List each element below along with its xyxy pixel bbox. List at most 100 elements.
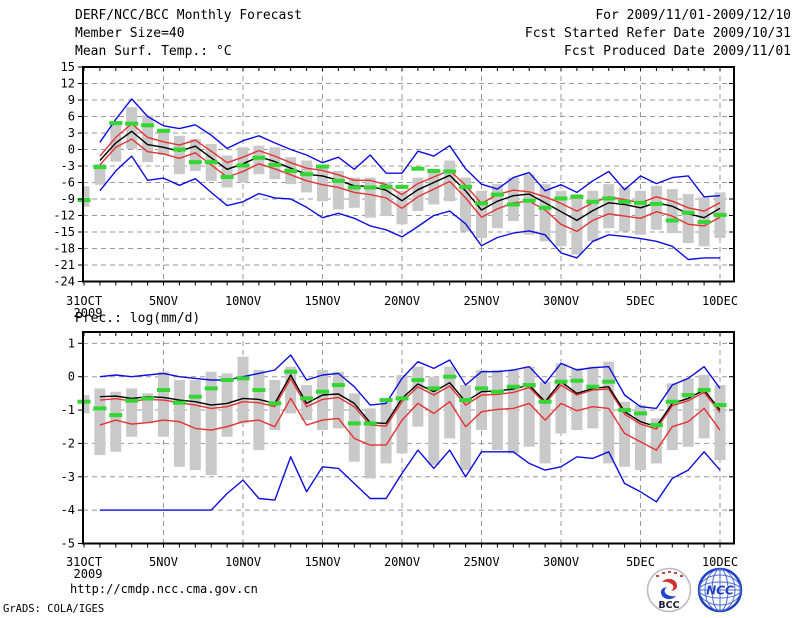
spread-bar xyxy=(428,170,440,205)
spread-bar xyxy=(603,361,615,464)
source-url: http://cmdp.ncc.cma.gov.cn xyxy=(70,582,258,596)
obs-dash xyxy=(284,369,298,374)
obs-dash xyxy=(602,196,616,201)
obs-dash xyxy=(141,123,155,128)
obs-dash xyxy=(188,394,202,399)
y-tick-label: 3 xyxy=(68,126,75,140)
mean-minus-std-line xyxy=(99,397,721,451)
y-tick-label: -12 xyxy=(53,209,75,223)
spread-bar xyxy=(460,385,472,471)
spread-bar xyxy=(666,383,678,451)
mean-minus-std-line xyxy=(99,138,721,233)
obs-dash xyxy=(141,396,155,401)
spread-bar xyxy=(412,366,424,427)
bcc-logo-character-arc xyxy=(656,571,683,577)
ensemble-min-line xyxy=(99,155,720,261)
y-tick-label: -5 xyxy=(61,537,75,551)
obs-dash xyxy=(570,194,584,199)
obs-dash xyxy=(586,199,600,204)
y-tick-label: -21 xyxy=(53,258,75,272)
obs-dash xyxy=(713,212,727,217)
spread-bar xyxy=(332,170,344,210)
spread-bar xyxy=(237,356,249,424)
y-tick-label: -1 xyxy=(61,403,75,417)
obs-dash xyxy=(125,398,139,403)
spread-bar xyxy=(666,189,678,234)
spread-bar xyxy=(682,194,694,243)
obs-dash xyxy=(697,388,711,393)
x-tick-label: 10DEC xyxy=(702,294,738,308)
spread-bar xyxy=(83,395,90,414)
spread-bar xyxy=(332,371,344,429)
spread-bar xyxy=(221,373,233,437)
spread-bar xyxy=(507,177,519,221)
x-tick-label: 10NOV xyxy=(225,555,261,569)
produced-date-label: Fcst Produced Date 2009/11/01 xyxy=(564,44,791,59)
refer-date-label: Fcst Started Refer Date 2009/10/31 xyxy=(524,26,791,41)
y-tick-label: -3 xyxy=(61,159,75,173)
obs-dash xyxy=(602,379,616,384)
obs-dash xyxy=(665,218,679,223)
spread-bar xyxy=(476,370,487,431)
spread-bar xyxy=(587,366,599,429)
obs-dash xyxy=(490,389,504,394)
x-tick-label: 10NOV xyxy=(225,294,261,308)
spread-bar xyxy=(142,115,154,163)
obs-dash xyxy=(459,184,473,189)
bcc-logo-red-swirl xyxy=(662,578,678,591)
x-tick-label: 30NOV xyxy=(543,294,579,308)
bcc-logo-blue-swirl xyxy=(660,587,676,600)
spread-bar xyxy=(523,366,535,447)
spread-bar xyxy=(110,391,122,452)
x-tick-label: 25NOV xyxy=(463,294,499,308)
obs-dash xyxy=(395,396,409,401)
y-tick-label: -6 xyxy=(61,176,75,190)
obs-dash xyxy=(538,205,552,210)
obs-dash xyxy=(363,185,377,190)
mean-plus-std-line xyxy=(99,122,721,212)
obs-dash xyxy=(379,184,393,189)
x-tick-label: 5NOV xyxy=(149,294,178,308)
ensemble-max-line xyxy=(99,354,721,410)
spread-bar xyxy=(555,190,567,247)
obs-dash xyxy=(236,163,250,168)
ensemble-mean-line xyxy=(99,130,721,222)
spread-bar xyxy=(698,375,710,439)
spread-bar xyxy=(348,393,360,462)
spread-bar xyxy=(253,370,265,451)
x-axis-year-label: 2009 xyxy=(74,567,103,581)
spread-bar xyxy=(301,160,313,193)
x-tick-label: 31OCT xyxy=(66,555,102,569)
spread-bar xyxy=(412,177,424,212)
obs-dash xyxy=(522,383,536,388)
spread-bar xyxy=(94,163,106,185)
obs-dash xyxy=(204,160,218,165)
spread-bar xyxy=(476,190,487,239)
bcc-logo-text: BCC xyxy=(658,600,679,611)
obs-dash xyxy=(157,388,170,393)
obs-dash xyxy=(363,421,377,426)
obs-dash xyxy=(649,201,663,206)
spread-bar xyxy=(173,380,185,467)
obs-dash xyxy=(411,378,425,383)
obs-dash xyxy=(188,160,202,165)
obs-dash xyxy=(490,192,504,197)
obs-dash xyxy=(316,164,329,169)
spread-bar xyxy=(158,371,169,437)
spread-bar xyxy=(460,177,472,232)
obs-dash xyxy=(634,200,647,205)
y-tick-label: 0 xyxy=(68,370,75,384)
spread-bar xyxy=(380,400,392,464)
x-tick-label: 5DEC xyxy=(626,294,655,308)
spread-bar xyxy=(83,186,90,207)
obs-dash xyxy=(252,155,266,160)
ensemble-min-line xyxy=(99,449,721,511)
obs-dash xyxy=(475,386,488,391)
spread-bar xyxy=(587,190,599,242)
spread-bar xyxy=(253,145,265,175)
obs-dash xyxy=(157,128,170,133)
spread-bar xyxy=(380,182,392,217)
bcc-logo: BCC xyxy=(646,567,692,613)
spread-bar xyxy=(364,177,376,218)
